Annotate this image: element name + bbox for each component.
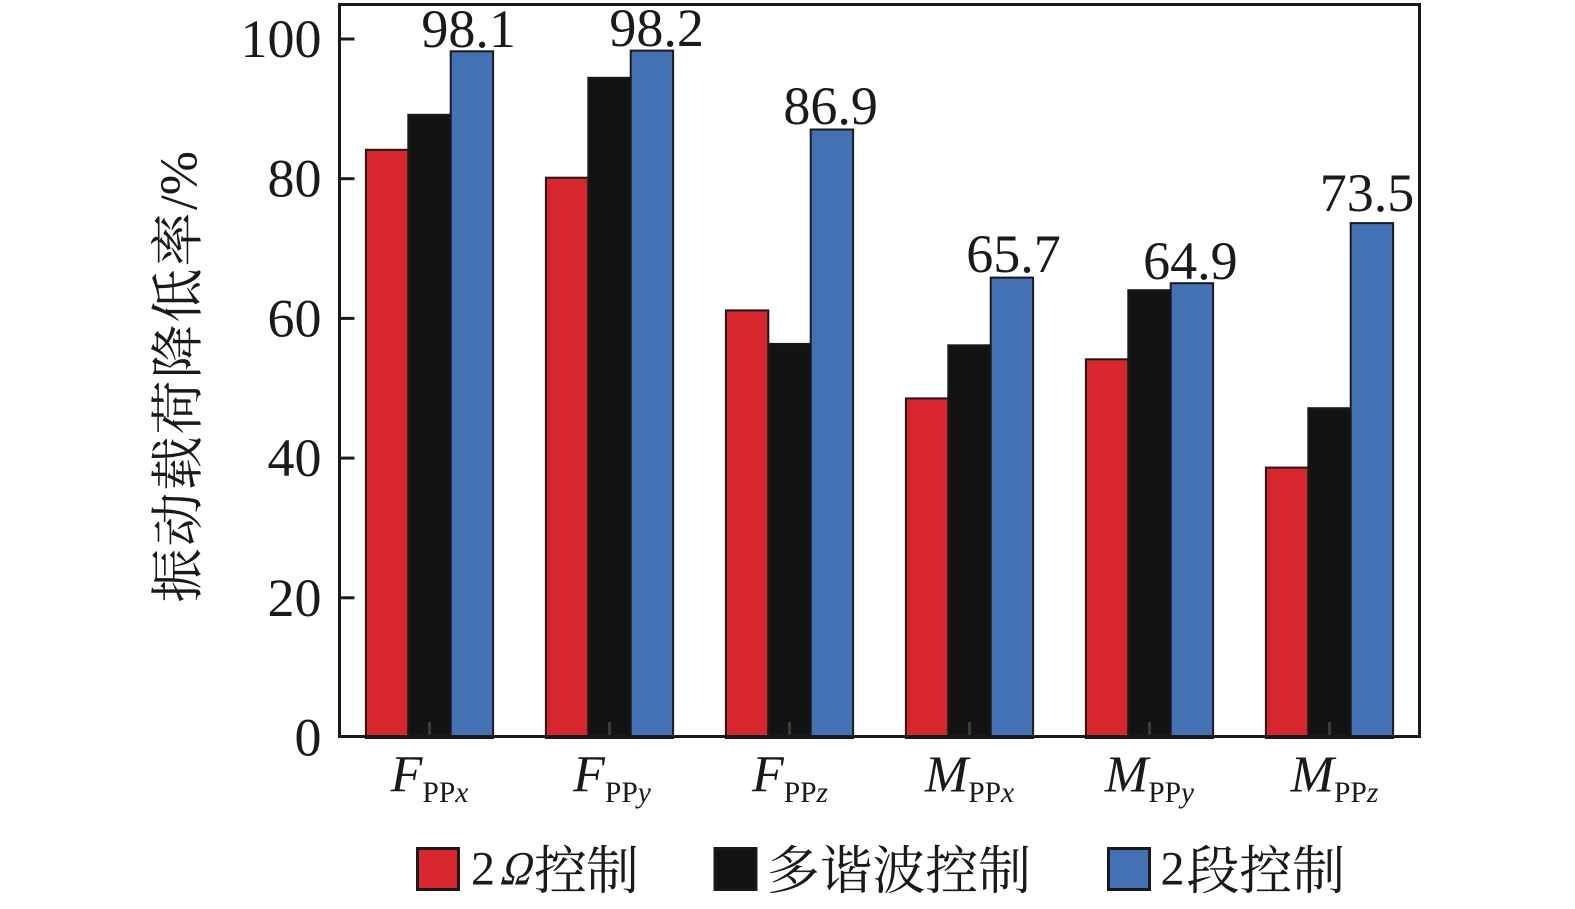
svg-text:0: 0 (295, 708, 322, 768)
svg-text:MPPx: MPPx (924, 747, 1014, 810)
svg-text:65.7: 65.7 (966, 224, 1061, 284)
svg-text:/%: /% (151, 151, 209, 210)
svg-text:2: 2 (1161, 843, 1185, 896)
svg-text:60: 60 (268, 288, 322, 348)
svg-text:FPPy: FPPy (572, 747, 652, 810)
svg-text:FPPz: FPPz (751, 747, 829, 810)
svg-text:100: 100 (241, 9, 322, 69)
svg-text:80: 80 (268, 149, 322, 209)
svg-text:64.9: 64.9 (1143, 231, 1238, 291)
svg-text:FPPx: FPPx (390, 747, 469, 810)
svg-text:2: 2 (471, 843, 495, 896)
svg-text:98.1: 98.1 (421, 0, 516, 59)
svg-text:73.5: 73.5 (1320, 163, 1415, 223)
svg-text:20: 20 (268, 568, 322, 628)
svg-text:40: 40 (268, 428, 322, 488)
svg-text:98.2: 98.2 (609, 0, 704, 58)
svg-text:86.9: 86.9 (783, 76, 878, 136)
svg-text:MPPz: MPPz (1290, 747, 1379, 810)
svg-text:MPPy: MPPy (1104, 747, 1195, 810)
